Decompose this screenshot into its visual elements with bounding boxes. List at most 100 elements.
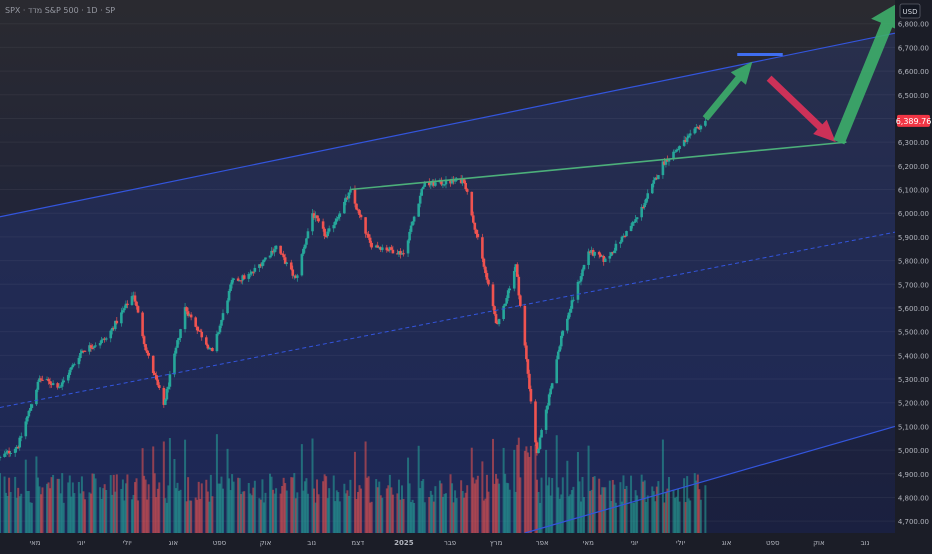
- candle-body[interactable]: [261, 262, 264, 267]
- candle-body[interactable]: [676, 148, 680, 150]
- candle-body[interactable]: [619, 241, 622, 244]
- candle-body[interactable]: [205, 337, 208, 345]
- candle-body[interactable]: [603, 258, 607, 262]
- candle-body[interactable]: [673, 151, 677, 153]
- candle-body[interactable]: [420, 188, 424, 196]
- candle-body[interactable]: [252, 271, 255, 273]
- candle-body[interactable]: [432, 180, 436, 186]
- candle-body[interactable]: [682, 140, 686, 146]
- candle-body[interactable]: [417, 203, 420, 217]
- candle-body[interactable]: [259, 264, 263, 267]
- candle-body[interactable]: [519, 295, 522, 306]
- candle-body[interactable]: [359, 214, 363, 218]
- candle-body[interactable]: [289, 262, 293, 270]
- candle-body[interactable]: [230, 279, 234, 285]
- candle-body[interactable]: [136, 306, 140, 313]
- candle-body[interactable]: [561, 330, 565, 336]
- candle-body[interactable]: [57, 386, 61, 388]
- candle-body[interactable]: [335, 218, 339, 222]
- candle-body[interactable]: [147, 352, 150, 356]
- candle-body[interactable]: [635, 217, 639, 220]
- candle-body[interactable]: [197, 330, 201, 332]
- candle-body[interactable]: [89, 345, 93, 348]
- candle-body[interactable]: [305, 238, 308, 245]
- candle-body[interactable]: [497, 319, 501, 325]
- candle-body[interactable]: [356, 209, 360, 211]
- candle-body[interactable]: [83, 350, 87, 352]
- candle-body[interactable]: [661, 161, 665, 176]
- candle-body[interactable]: [370, 242, 373, 248]
- candle-body[interactable]: [652, 180, 656, 184]
- candle-body[interactable]: [646, 193, 650, 199]
- candle-body[interactable]: [35, 389, 38, 405]
- candle-body[interactable]: [664, 159, 668, 165]
- candle-body[interactable]: [247, 274, 251, 279]
- candle-body[interactable]: [675, 149, 678, 152]
- candle-body[interactable]: [324, 236, 328, 238]
- candle-body[interactable]: [471, 215, 475, 223]
- candle-body[interactable]: [217, 332, 220, 334]
- candle-body[interactable]: [482, 258, 486, 267]
- candle-body[interactable]: [508, 288, 511, 291]
- candle-body[interactable]: [195, 326, 199, 331]
- candle-body[interactable]: [15, 446, 18, 449]
- candle-body[interactable]: [177, 338, 181, 341]
- candle-body[interactable]: [268, 255, 272, 258]
- candle-body[interactable]: [650, 183, 654, 194]
- candle-body[interactable]: [347, 192, 351, 199]
- candle-body[interactable]: [529, 388, 533, 402]
- candle-body[interactable]: [409, 225, 413, 232]
- candle-body[interactable]: [312, 213, 316, 218]
- candle-body[interactable]: [644, 198, 648, 204]
- candle-body[interactable]: [440, 179, 443, 185]
- candle-body[interactable]: [338, 213, 342, 217]
- candle-body[interactable]: [512, 271, 516, 289]
- candle-body[interactable]: [634, 219, 637, 222]
- candle-body[interactable]: [353, 189, 357, 204]
- candle-body[interactable]: [423, 182, 427, 187]
- channel-lower-line[interactable]: [524, 425, 896, 534]
- candle-body[interactable]: [517, 276, 521, 296]
- candle-body[interactable]: [461, 179, 464, 184]
- candle-body[interactable]: [666, 159, 669, 162]
- candle-body[interactable]: [685, 137, 689, 142]
- candle-body[interactable]: [610, 252, 613, 257]
- candle-body[interactable]: [162, 387, 166, 405]
- candle-body[interactable]: [556, 351, 560, 360]
- candle-body[interactable]: [279, 245, 282, 254]
- candle-body[interactable]: [464, 182, 468, 190]
- candle-body[interactable]: [317, 218, 320, 222]
- candle-body[interactable]: [41, 379, 44, 381]
- candle-body[interactable]: [154, 374, 158, 380]
- candle-body[interactable]: [226, 300, 229, 314]
- candle-body[interactable]: [629, 225, 633, 232]
- candle-body[interactable]: [476, 233, 480, 238]
- candle-body[interactable]: [126, 303, 129, 306]
- resistance-line[interactable]: [350, 141, 847, 191]
- candle-body[interactable]: [221, 313, 225, 320]
- candle-body[interactable]: [640, 206, 643, 218]
- candle-body[interactable]: [133, 295, 137, 302]
- candle-body[interactable]: [408, 231, 411, 241]
- candle-body[interactable]: [327, 228, 331, 232]
- candle-body[interactable]: [506, 290, 510, 299]
- candle-body[interactable]: [13, 448, 17, 453]
- candle-body[interactable]: [611, 252, 615, 254]
- candle-body[interactable]: [145, 350, 149, 353]
- candle-body[interactable]: [73, 364, 76, 366]
- candle-body[interactable]: [579, 276, 583, 282]
- candle-body[interactable]: [332, 225, 336, 229]
- candle-body[interactable]: [314, 215, 317, 218]
- candle-body[interactable]: [487, 279, 490, 285]
- candle-body[interactable]: [387, 250, 390, 252]
- candle-body[interactable]: [602, 255, 606, 262]
- candle-body[interactable]: [9, 452, 12, 454]
- candle-body[interactable]: [156, 379, 160, 386]
- candle-body[interactable]: [693, 128, 697, 134]
- projected-up-arrow[interactable]: [702, 61, 753, 121]
- candle-body[interactable]: [364, 217, 367, 234]
- candle-body[interactable]: [667, 159, 671, 162]
- candle-body[interactable]: [622, 235, 625, 237]
- candle-body[interactable]: [7, 450, 11, 454]
- candle-body[interactable]: [388, 247, 392, 251]
